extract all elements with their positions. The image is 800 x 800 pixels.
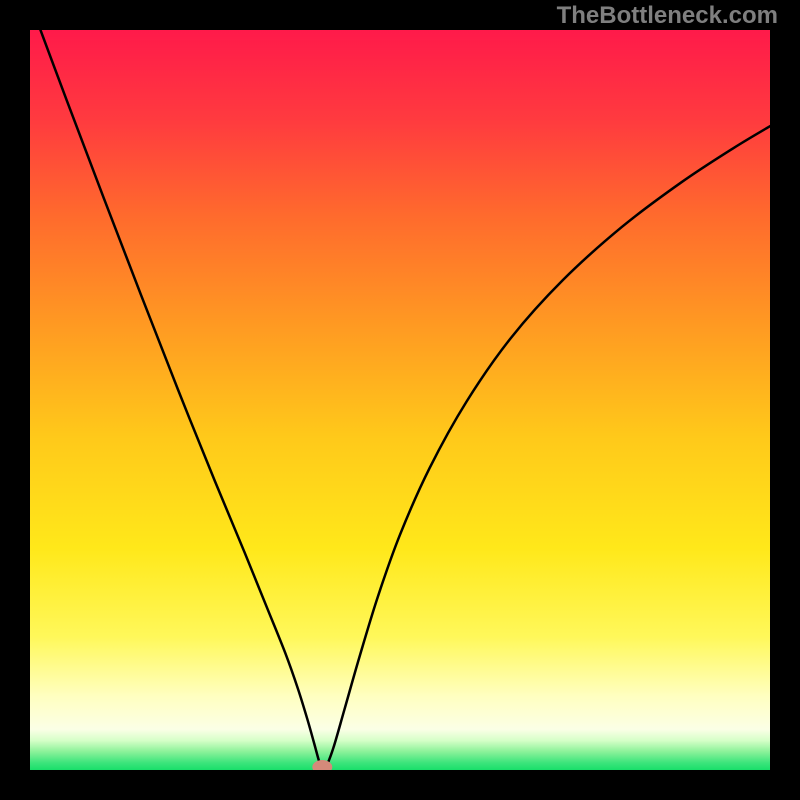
watermark-text: TheBottleneck.com xyxy=(557,2,778,30)
chart-container: TheBottleneck.com xyxy=(0,0,800,800)
plot-gradient-background xyxy=(30,30,770,770)
